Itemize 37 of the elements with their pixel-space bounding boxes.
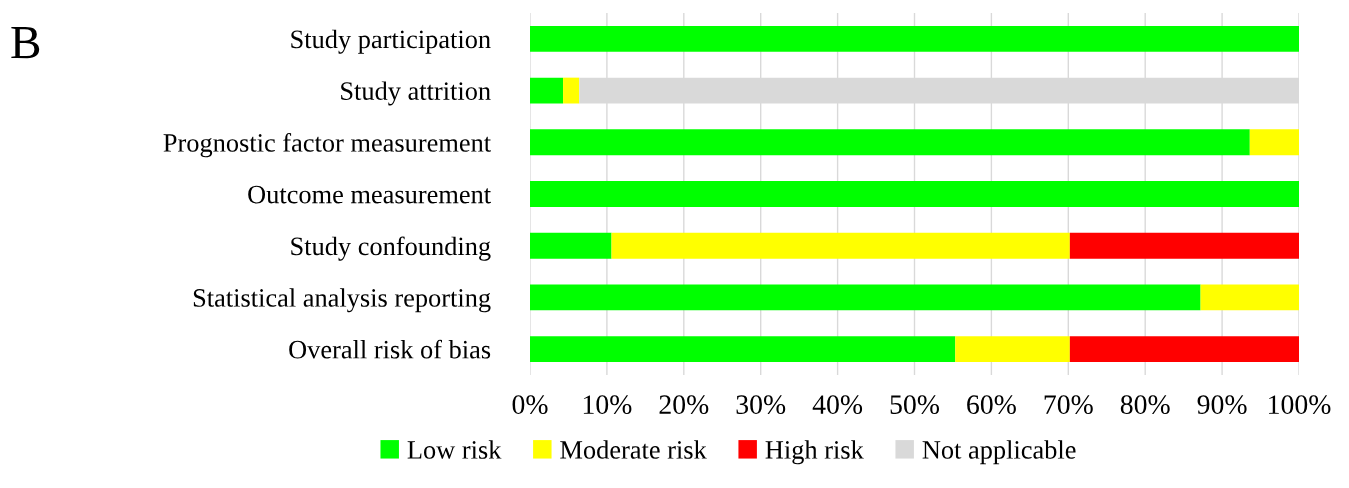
x-tick-label: 10%	[583, 395, 632, 415]
y-tick-label: Study participation	[291, 29, 491, 54]
bar	[530, 77, 564, 104]
bar	[530, 284, 1201, 311]
x-tick-label: 30%	[736, 395, 786, 415]
x-tick-label: 0%	[512, 395, 548, 415]
x-tick-label: 80%	[1120, 395, 1170, 415]
legend-label: Moderate risk	[560, 440, 707, 459]
legend-label: High risk	[765, 440, 864, 465]
x-tick-label: 60%	[967, 395, 1016, 415]
bar	[611, 232, 1070, 259]
bar	[530, 232, 612, 259]
bar	[530, 25, 1299, 52]
bar	[530, 336, 956, 363]
x-tick-label: 90%	[1197, 395, 1247, 415]
x-tick-label: 20%	[659, 395, 709, 415]
x-tick-label: 70%	[1044, 395, 1093, 415]
y-tick-label: Study attrition	[341, 81, 491, 106]
legend-label: Low risk	[407, 440, 502, 459]
bar	[1069, 232, 1299, 259]
bar	[530, 181, 1299, 207]
y-tick-label: Prognostic factor measurement	[163, 133, 491, 158]
x-tick-label: 50%	[890, 395, 940, 415]
y-tick-label: Outcome measurement	[248, 185, 491, 204]
bar	[530, 129, 1250, 156]
text: B	[11, 27, 40, 59]
bar	[563, 77, 580, 104]
x-tick-label: 100%	[1269, 395, 1331, 415]
y-tick-label: Statistical analysis reporting	[193, 288, 491, 313]
x-tick-label: 40%	[812, 395, 863, 415]
bar	[1200, 284, 1299, 311]
y-tick-label: Study confounding	[291, 236, 491, 261]
bar	[1069, 336, 1299, 363]
legend-label: Not applicable	[922, 440, 1076, 465]
bar	[955, 336, 1070, 363]
bar	[1249, 129, 1299, 156]
y-tick-label: Overall risk of bias	[289, 339, 491, 359]
